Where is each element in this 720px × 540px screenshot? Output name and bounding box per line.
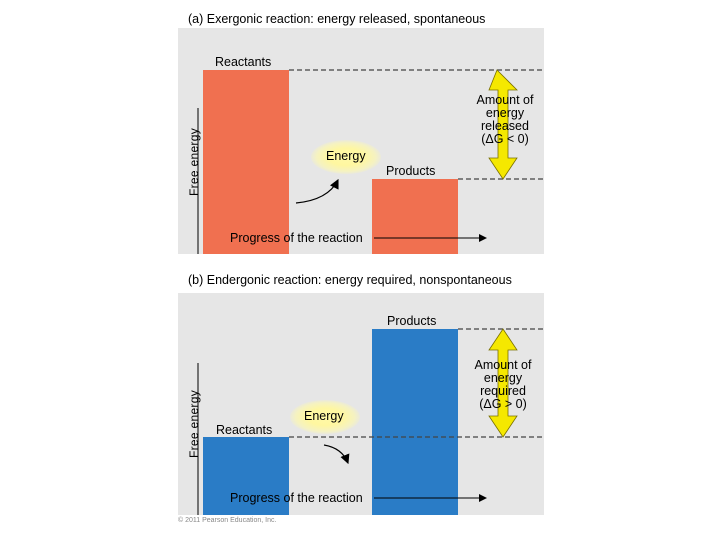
amount-required-text: Amount of energy required (ΔG > 0) (474, 358, 532, 411)
copyright-text: © 2011 Pearson Education, Inc. (178, 517, 277, 524)
endergonic-diagram: Products Reactants Energy Amount of ener… (178, 293, 544, 515)
exergonic-svg (197, 69, 544, 254)
reactants-bar (203, 437, 289, 515)
y-label-b: Free energy (187, 390, 201, 458)
products-bar (372, 329, 458, 515)
endergonic-svg (197, 328, 544, 515)
products-bar (372, 179, 458, 254)
reactants-bar (203, 70, 289, 254)
reactants-label-a: Reactants (215, 55, 272, 69)
energy-curve-arrow (323, 444, 350, 465)
amount-released-text: Amount of energy released (ΔG < 0) (476, 93, 534, 146)
energy-glow-a (311, 140, 381, 174)
energy-label-a: Energy (326, 149, 366, 163)
products-label-b: Products (387, 314, 437, 328)
x-label-a: Progress of the reaction (230, 231, 363, 245)
panel-b-title: (b) Endergonic reaction: energy required… (188, 273, 512, 287)
required-arrow (488, 328, 518, 438)
exergonic-diagram: Reactants Products Energy Amount of ener… (178, 28, 544, 254)
energy-glow-b (290, 400, 360, 434)
y-label-a: Free energy (187, 128, 201, 196)
released-arrow (488, 69, 518, 180)
energy-label-b: Energy (304, 409, 344, 423)
panel-a-title: (a) Exergonic reaction: energy released,… (188, 12, 486, 26)
x-label-b: Progress of the reaction (230, 491, 363, 505)
products-label-a: Products (386, 164, 436, 178)
energy-curve-arrow (295, 178, 339, 204)
reactants-label-b: Reactants (216, 423, 273, 437)
